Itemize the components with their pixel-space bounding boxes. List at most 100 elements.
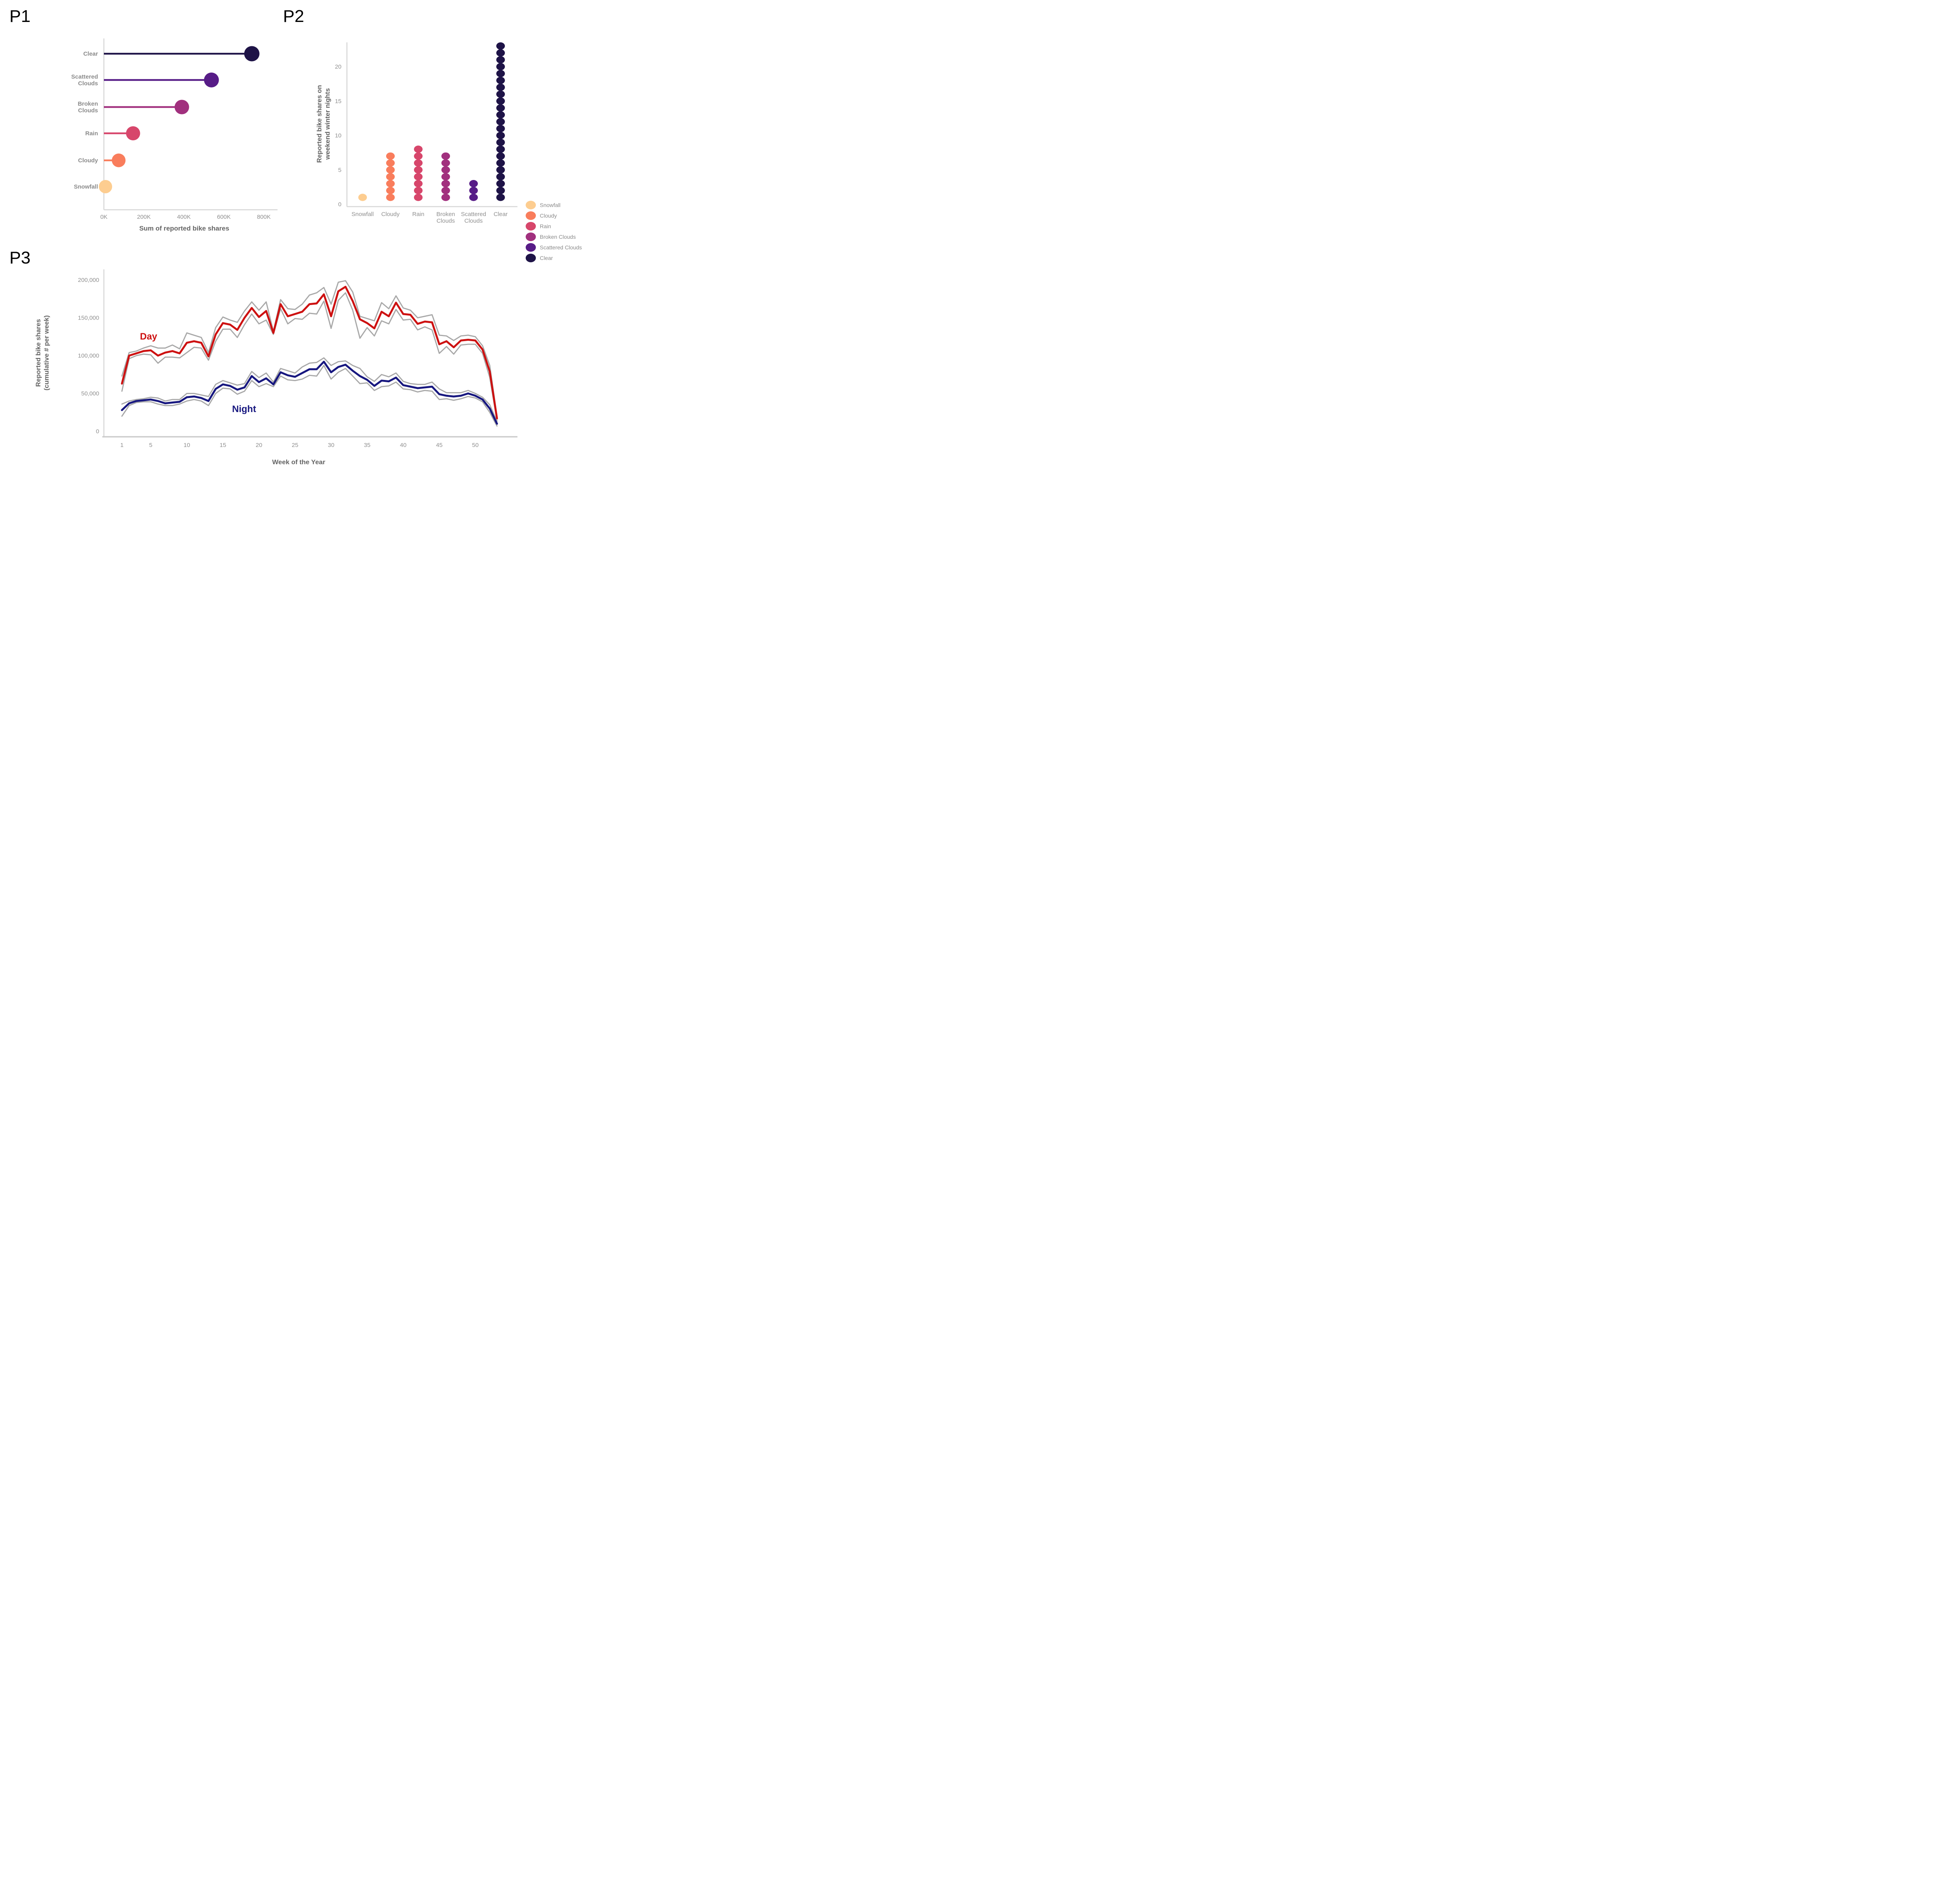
p3-x-tick: 45 [436, 442, 443, 449]
stack-dot [496, 194, 505, 201]
legend-dot-icon [526, 254, 536, 262]
p2-y-tick: 5 [338, 167, 341, 173]
p2-x-category-label: Scattered Clouds [461, 211, 486, 224]
p2-x-category-label: Broken Clouds [436, 211, 455, 224]
p3-x-tick: 5 [149, 442, 152, 449]
figure-canvas: 0K 200K 400K 600K 800K Clear Scattered Clouds Br… [0, 0, 588, 470]
legend-dot-icon [526, 243, 536, 252]
stack-dot [386, 159, 395, 167]
panel-label-p1: P1 [9, 7, 31, 26]
stack-dot [441, 159, 450, 167]
stack-dot [496, 125, 505, 133]
p1-x-tick: 400K [177, 214, 191, 220]
p1-x-tick: 200K [137, 214, 151, 220]
p3-y-tick: 50,000 [81, 391, 99, 397]
stack-dot [414, 166, 423, 174]
stack-dot [496, 180, 505, 187]
stack-dot [441, 173, 450, 181]
p1-x-tick: 800K [257, 214, 270, 220]
p2-legend: Snowfall Cloudy Rain Broken Clouds Scattered… [526, 201, 588, 262]
stack-dot [496, 166, 505, 174]
p2-y-tick: 15 [335, 98, 341, 105]
p1-category-label: Broken Clouds [78, 101, 98, 114]
series-night [121, 360, 498, 425]
stack-dot [414, 180, 423, 187]
legend-item: Rain [526, 222, 588, 231]
series-day [121, 285, 498, 420]
p2-x-category-label: Cloudy [381, 211, 400, 218]
stack-dot [496, 76, 505, 84]
p1-lollipop-chart: 0K 200K 400K 600K 800K Clear Scattered Clouds Br… [71, 38, 278, 220]
lollipop-dot [99, 180, 113, 193]
stack-dot [496, 97, 505, 105]
stack-dot [414, 159, 423, 167]
night-annotation: Night [232, 404, 256, 414]
panel-label-p2: P2 [283, 7, 304, 26]
p1-category-label: Rain [85, 130, 98, 137]
stack-dot [496, 145, 505, 153]
p3-y-tick: 200,000 [78, 277, 99, 283]
p2-x-category-label: Snowfall [352, 211, 374, 218]
p2-dot-plot: 0 5 10 15 20 Snowfall Cloudy Rain Broken Clouds Sc… [335, 42, 517, 224]
stack-dot [414, 145, 423, 153]
p1-x-tick: 0K [100, 214, 107, 220]
legend-dot-icon [526, 211, 536, 220]
legend-item: Cloudy [526, 211, 588, 220]
lollipop-dot [174, 100, 189, 114]
p1-category-label: Clear [83, 51, 98, 57]
stack-dot [441, 194, 450, 201]
stack-dot [469, 187, 478, 194]
stack-dot [496, 118, 505, 125]
stack-dot [358, 194, 367, 201]
stack-dot [496, 70, 505, 77]
stack-dot [496, 159, 505, 167]
stack-dot [386, 187, 395, 194]
stack-dot [496, 104, 505, 112]
p2-y-tick: 10 [335, 133, 341, 139]
legend-dot-icon [526, 201, 536, 209]
day-annotation: Day [140, 331, 158, 342]
stack-dot [469, 180, 478, 187]
legend-label: Broken Clouds [540, 234, 576, 240]
lollipop-dot [126, 126, 140, 140]
p1-category-label: Snowfall [74, 183, 98, 190]
legend-item: Clear [526, 254, 588, 262]
p1-category-label: Scattered Clouds [71, 74, 98, 87]
p1-category-label: Cloudy [78, 157, 98, 164]
series-night-raw-year-1- [121, 357, 498, 422]
stack-dot [496, 42, 505, 50]
stack-dot [496, 56, 505, 64]
stack-dot [469, 194, 478, 201]
legend-item: Scattered Clouds [526, 243, 588, 252]
p3-x-tick: 15 [220, 442, 226, 449]
p3-y-tick: 0 [96, 428, 99, 435]
stack-dot [414, 173, 423, 181]
legend-dot-icon [526, 233, 536, 241]
stack-dot [496, 49, 505, 57]
p3-x-tick: 25 [292, 442, 298, 449]
legend-label: Clear [540, 255, 553, 261]
legend-label: Snowfall [540, 202, 561, 208]
p2-x-category-label: Clear [494, 211, 508, 218]
p3-xaxis-title: Week of the Year [272, 458, 325, 466]
series-day-raw-year-1- [121, 280, 498, 417]
p2-x-category-label: Rain [412, 211, 425, 218]
p1-x-tick: 600K [217, 214, 230, 220]
p3-y-tick: 150,000 [78, 315, 99, 322]
stack-dot [496, 173, 505, 181]
p3-x-tick: 20 [256, 442, 262, 449]
legend-dot-icon [526, 222, 536, 231]
lollipop-dot [244, 46, 260, 62]
stack-dot [441, 152, 450, 160]
p2-yaxis-title: Reported bike shares on weekend winter n… [316, 85, 331, 163]
p3-yaxis-title: Reported bike shares (cumulative # per w… [34, 315, 50, 391]
legend-item: Snowfall [526, 201, 588, 209]
p3-x-tick: 1 [120, 442, 123, 449]
legend-label: Rain [540, 223, 551, 229]
stack-dot [414, 152, 423, 160]
stack-dot [496, 63, 505, 71]
series-day-raw-year-2- [121, 292, 498, 421]
stack-dot [386, 166, 395, 174]
stack-dot [386, 194, 395, 201]
